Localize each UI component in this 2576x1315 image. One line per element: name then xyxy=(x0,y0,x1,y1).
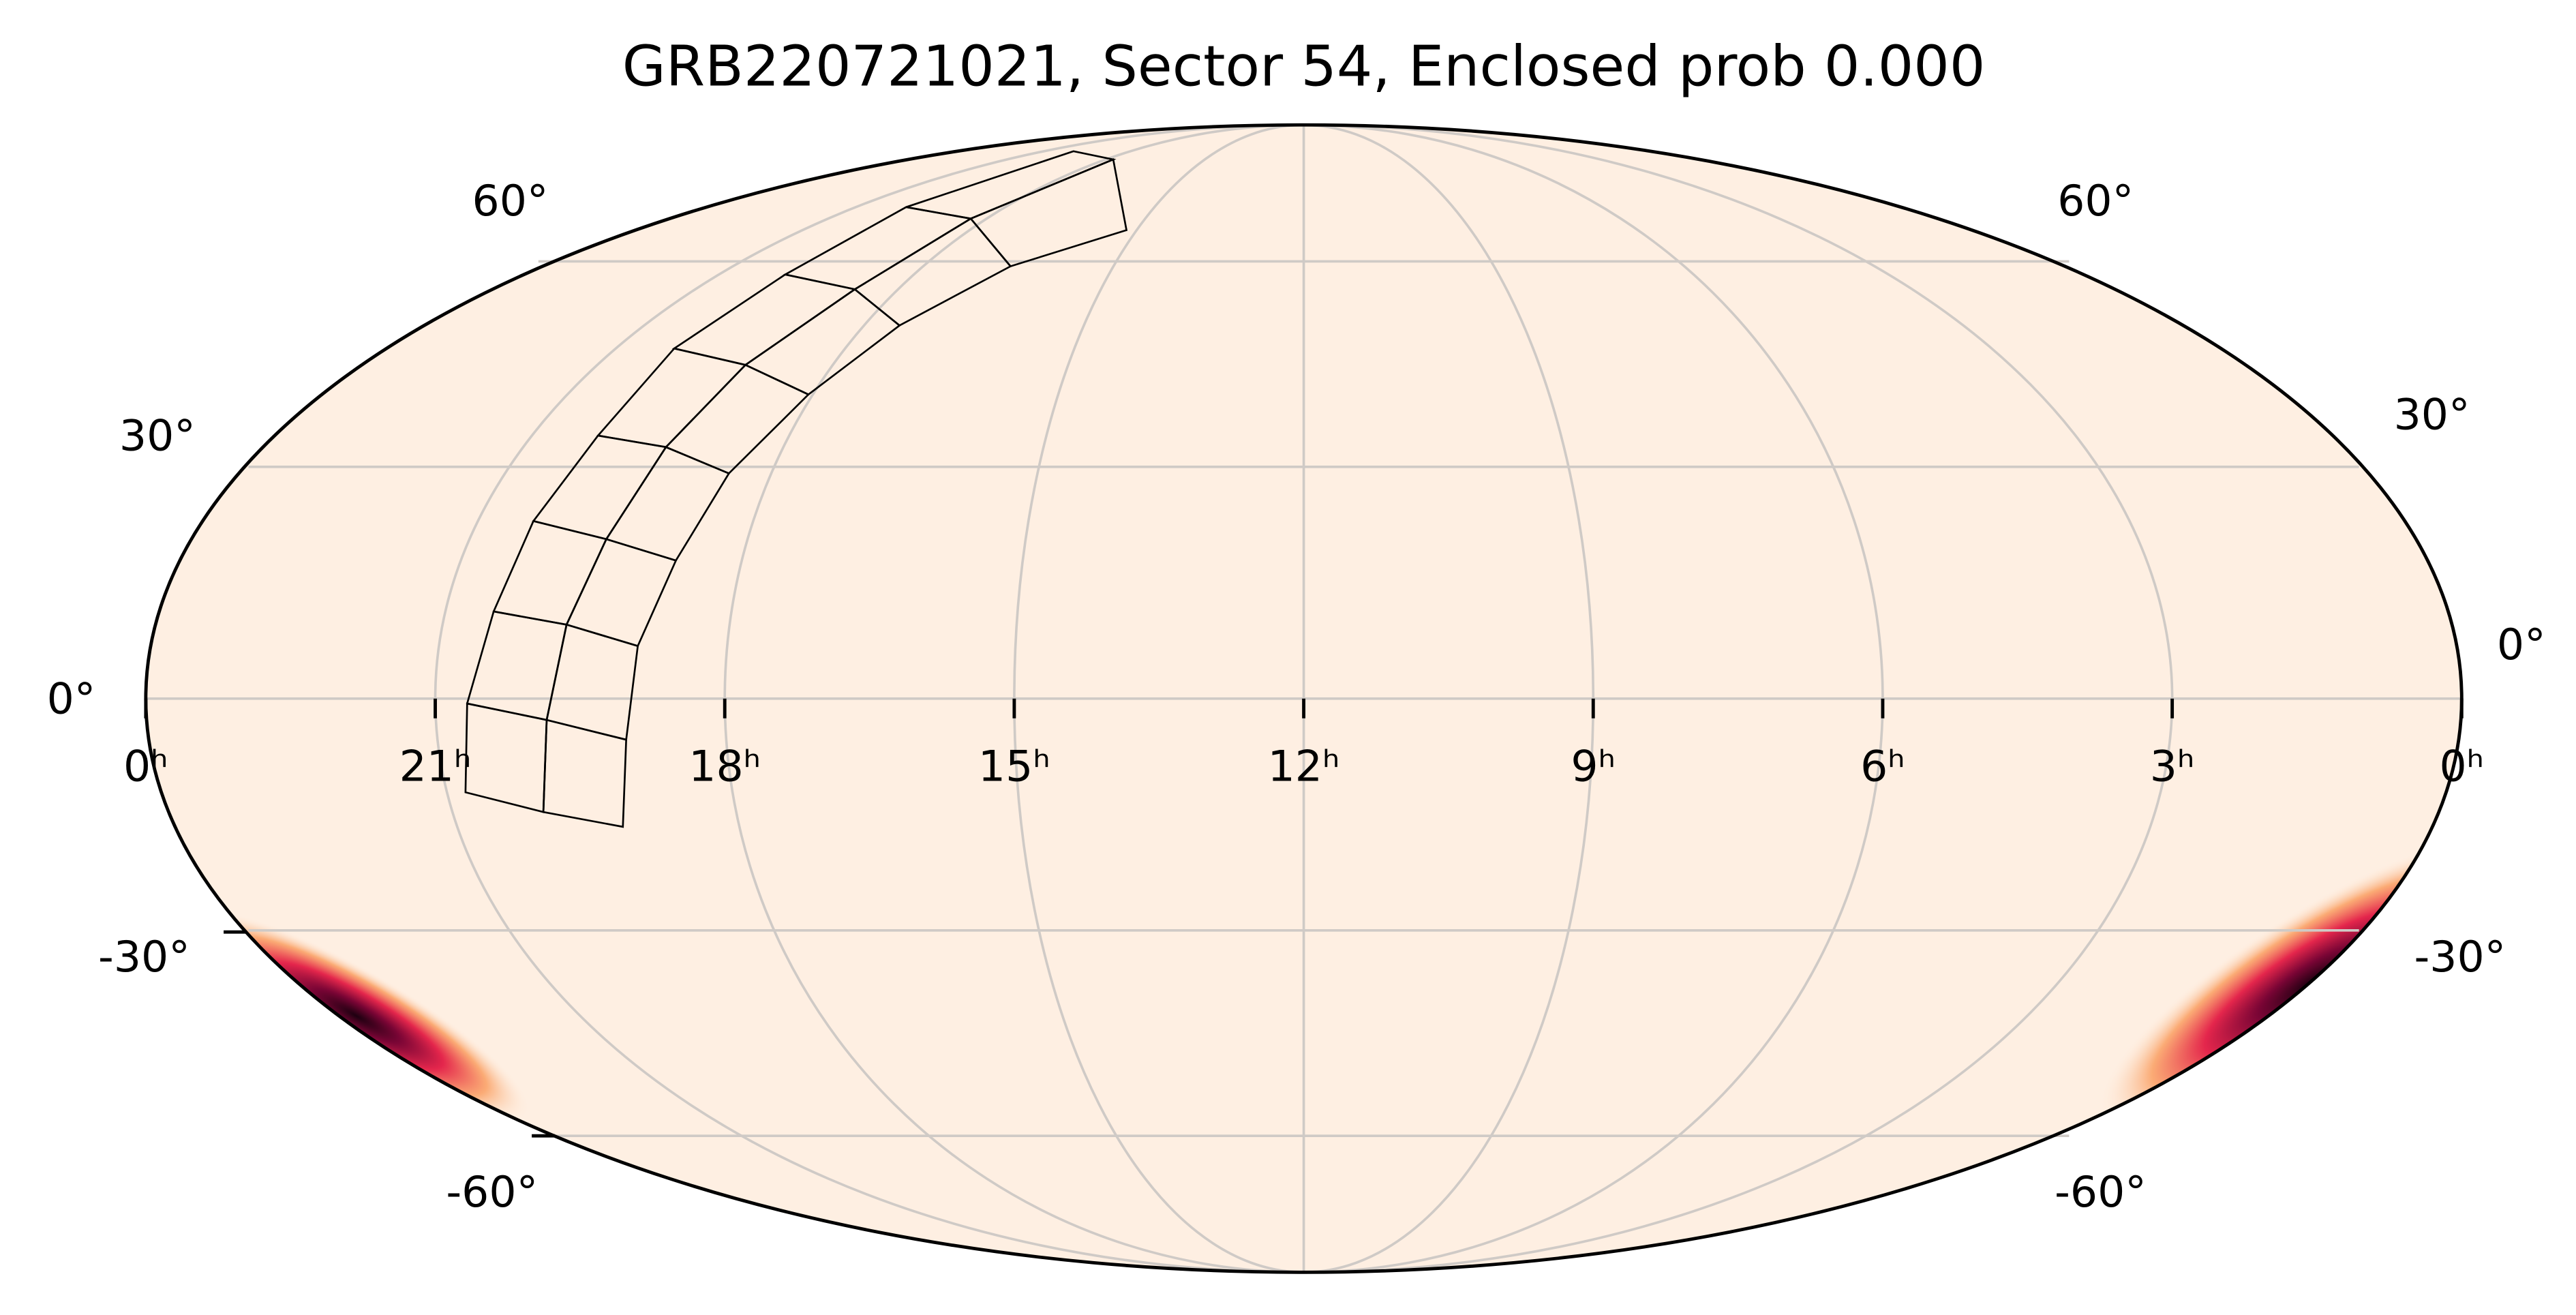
dec-label: 60° xyxy=(472,176,549,226)
dec-label: 30° xyxy=(119,411,196,461)
dec-label: -30° xyxy=(98,932,190,982)
dec-label: -60° xyxy=(446,1167,538,1217)
ra-label: 9ʰ xyxy=(1571,742,1616,791)
dec-label: -60° xyxy=(2055,1167,2147,1217)
dec-label: 0° xyxy=(47,674,96,724)
ra-label: 0ʰ xyxy=(2439,742,2484,791)
ra-label: 18ʰ xyxy=(688,742,761,791)
ra-label: 15ʰ xyxy=(978,742,1050,791)
ra-label: 6ʰ xyxy=(1860,742,1905,791)
tess-footprint xyxy=(464,150,1128,828)
ra-label: 21ʰ xyxy=(399,742,472,791)
chart-title: GRB220721021, Sector 54, Enclosed prob 0… xyxy=(622,35,1986,100)
ra-label: 3ʰ xyxy=(2150,742,2195,791)
dec-label: 60° xyxy=(2057,176,2134,226)
dec-label: 30° xyxy=(2394,390,2470,440)
ccd-outline xyxy=(969,158,1128,268)
ra-label: 0ʰ xyxy=(123,742,168,791)
dec-label: 0° xyxy=(2497,620,2546,669)
dec-label: -30° xyxy=(2414,932,2506,982)
ra-label: 12ʰ xyxy=(1268,742,1340,791)
